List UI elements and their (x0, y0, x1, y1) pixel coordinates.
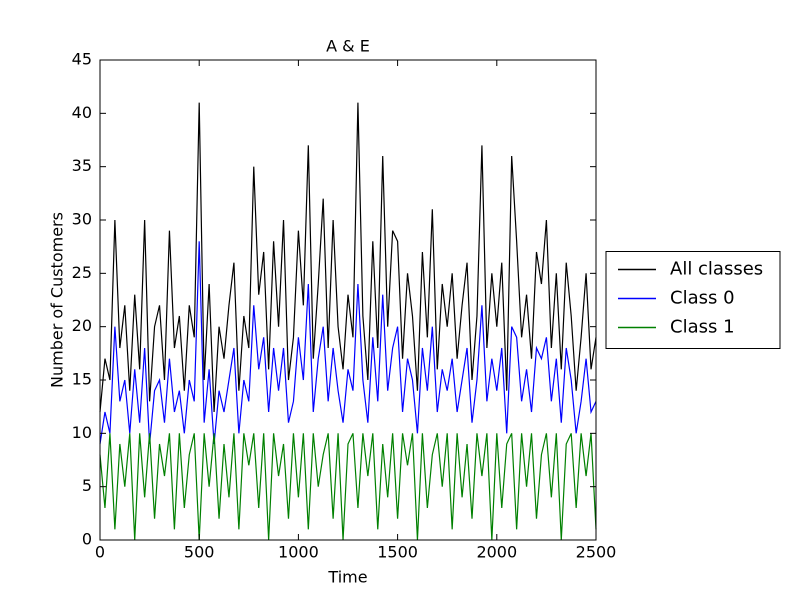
legend: All classes Class 0 Class 1 (605, 251, 781, 349)
y-axis-label: Number of Customers (48, 212, 67, 388)
y-tick-label: 20 (72, 316, 92, 335)
legend-label: Class 0 (670, 288, 735, 309)
y-tick-label: 45 (72, 50, 92, 69)
y-tick-label: 5 (82, 476, 92, 495)
legend-label: All classes (670, 259, 763, 280)
x-tick-label: 500 (184, 543, 215, 562)
y-tick-label: 15 (72, 370, 92, 389)
x-tick-label: 1500 (377, 543, 418, 562)
y-tick-label: 25 (72, 263, 92, 282)
chart-title: A & E (326, 37, 370, 56)
x-tick-label: 1000 (278, 543, 319, 562)
y-tick-label: 30 (72, 210, 92, 229)
legend-box (605, 251, 781, 349)
x-tick-label: 2000 (476, 543, 517, 562)
legend-label: Class 1 (670, 317, 735, 338)
x-tick-label: 2500 (576, 543, 617, 562)
x-tick-label: 0 (95, 543, 105, 562)
y-tick-label: 0 (82, 530, 92, 549)
plot-frame (99, 59, 597, 541)
series-line (99, 102, 597, 413)
y-tick-label: 40 (72, 103, 92, 122)
series-line (99, 241, 597, 445)
y-tick-label: 10 (72, 423, 92, 442)
x-axis-label: Time (327, 568, 367, 587)
y-tick-label: 35 (72, 156, 92, 175)
series-line (99, 433, 597, 541)
